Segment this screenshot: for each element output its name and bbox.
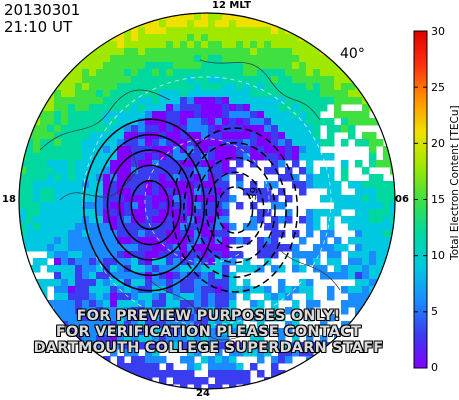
watermark-line-2: FOR VERIFICATION PLEASE CONTACT xyxy=(55,324,362,340)
colorbar-title: Total Electron Content [TECu] xyxy=(449,105,459,260)
contour-label: -39 xyxy=(247,187,261,205)
coastlines xyxy=(39,59,341,341)
date-label: 20130301 xyxy=(4,1,81,19)
mlt-label-left: 18 xyxy=(2,194,16,205)
time-label: 21:10 UT xyxy=(4,18,73,36)
colorbar-tick-label: 0 xyxy=(431,361,438,374)
tec-data-disc xyxy=(19,13,395,389)
latitude-label: 40° xyxy=(340,46,365,62)
mlt-label-top: 12 MLT xyxy=(212,0,251,11)
potential-contours: -39 xyxy=(82,76,332,326)
watermark-line-3: DARTMOUTH COLLEGE SUPERDARN STAFF xyxy=(33,340,384,356)
colorbar-tick-label: 30 xyxy=(431,25,445,38)
colorbar-tick-label: 25 xyxy=(431,81,445,94)
mlt-label-bottom: 24 xyxy=(196,388,210,399)
map-outline xyxy=(18,12,396,390)
colorbar-tick-marks xyxy=(414,30,427,369)
colorbar-tick-label: 10 xyxy=(431,249,445,262)
mlt-label-right: 06 xyxy=(395,194,409,205)
watermark-line-1: FOR PREVIEW PURPOSES ONLY! xyxy=(76,308,341,324)
colorbar-tick-label: 20 xyxy=(431,137,445,150)
colorbar-tick-label: 5 xyxy=(431,305,438,318)
colorbar-tick-label: 15 xyxy=(431,193,445,206)
